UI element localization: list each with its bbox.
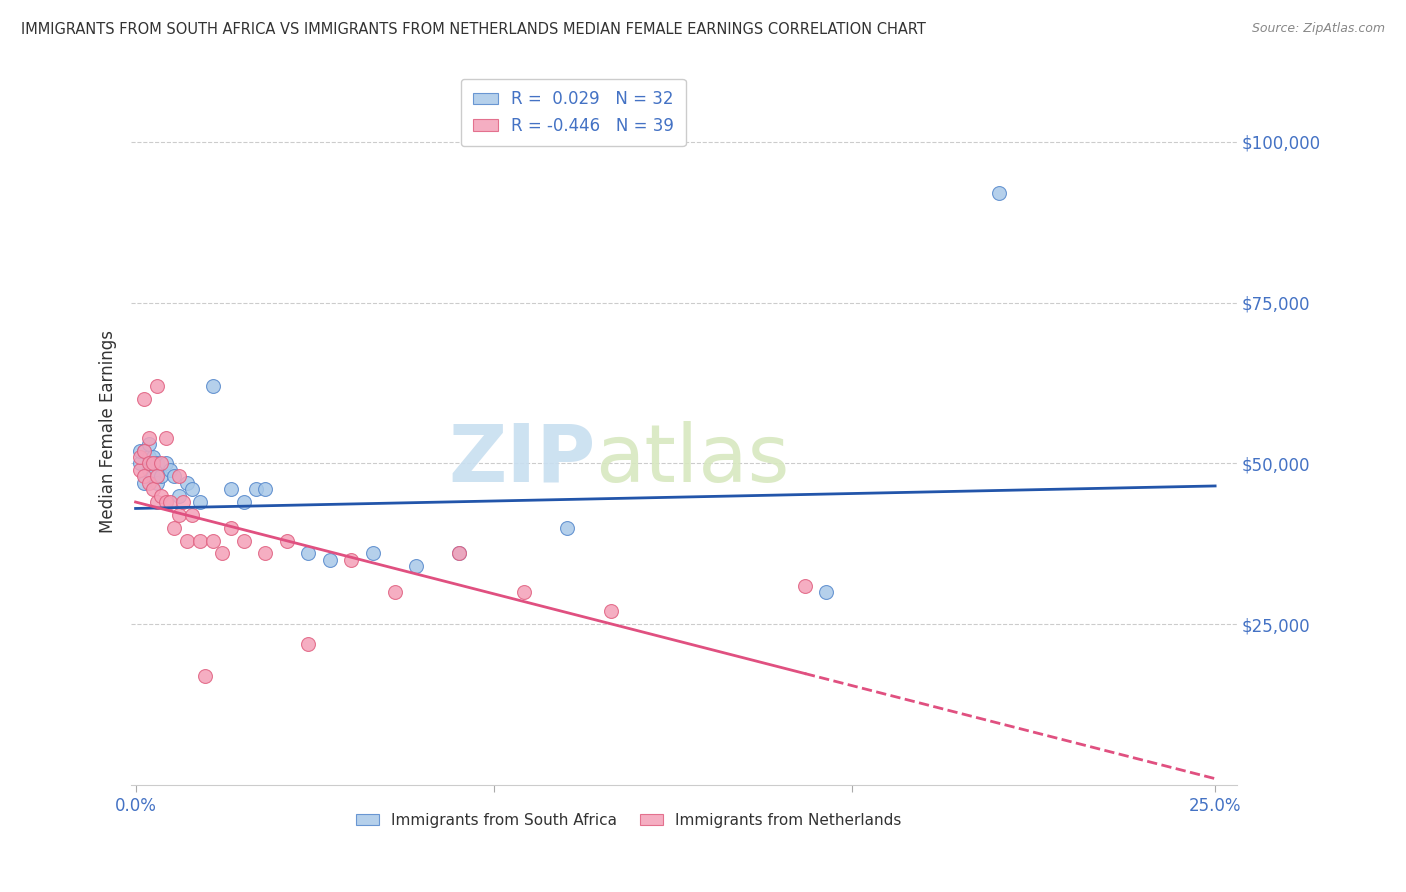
Text: atlas: atlas <box>596 420 790 499</box>
Point <box>254 547 277 561</box>
Point <box>194 669 217 683</box>
Point <box>405 559 427 574</box>
Point <box>155 457 177 471</box>
Point <box>297 547 319 561</box>
Point <box>155 495 177 509</box>
Point <box>219 521 242 535</box>
Point <box>155 431 177 445</box>
Point <box>146 457 169 471</box>
Point <box>988 186 1011 201</box>
Point <box>134 392 156 406</box>
Point <box>146 379 169 393</box>
Point <box>599 604 621 618</box>
Point <box>150 457 173 471</box>
Point <box>202 533 225 548</box>
Point <box>150 469 173 483</box>
Point <box>167 469 190 483</box>
Point <box>138 475 160 490</box>
Point <box>449 547 471 561</box>
Point <box>232 533 254 548</box>
Point <box>134 443 156 458</box>
Point <box>167 489 190 503</box>
Point <box>211 547 233 561</box>
Point <box>815 585 838 599</box>
Point <box>219 482 242 496</box>
Point <box>384 585 406 599</box>
Point <box>176 533 198 548</box>
Point <box>202 379 225 393</box>
Point <box>128 450 150 464</box>
Point <box>163 469 186 483</box>
Point <box>159 463 181 477</box>
Point <box>142 482 165 496</box>
Point <box>163 521 186 535</box>
Text: IMMIGRANTS FROM SOUTH AFRICA VS IMMIGRANTS FROM NETHERLANDS MEDIAN FEMALE EARNIN: IMMIGRANTS FROM SOUTH AFRICA VS IMMIGRAN… <box>21 22 927 37</box>
Point <box>176 475 198 490</box>
Text: ZIP: ZIP <box>449 420 596 499</box>
Point <box>172 495 194 509</box>
Point <box>340 553 363 567</box>
Text: Source: ZipAtlas.com: Source: ZipAtlas.com <box>1251 22 1385 36</box>
Point <box>449 547 471 561</box>
Point <box>188 495 211 509</box>
Point <box>159 495 181 509</box>
Point <box>138 457 160 471</box>
Point <box>146 475 169 490</box>
Point <box>150 489 173 503</box>
Point <box>513 585 536 599</box>
Point <box>188 533 211 548</box>
Point <box>134 443 156 458</box>
Point <box>146 495 169 509</box>
Point <box>245 482 267 496</box>
Y-axis label: Median Female Earnings: Median Female Earnings <box>100 330 117 533</box>
Point <box>319 553 342 567</box>
Point <box>128 457 150 471</box>
Point <box>128 443 150 458</box>
Point <box>142 450 165 464</box>
Point <box>167 508 190 522</box>
Point <box>138 463 160 477</box>
Point <box>142 457 165 471</box>
Point <box>793 579 815 593</box>
Point <box>276 533 298 548</box>
Point <box>138 437 160 451</box>
Point <box>146 469 169 483</box>
Point <box>254 482 277 496</box>
Point <box>134 469 156 483</box>
Point <box>138 431 160 445</box>
Point <box>180 482 202 496</box>
Point <box>557 521 579 535</box>
Point <box>180 508 202 522</box>
Legend: Immigrants from South Africa, Immigrants from Netherlands: Immigrants from South Africa, Immigrants… <box>350 807 908 834</box>
Point <box>142 469 165 483</box>
Point <box>232 495 254 509</box>
Point <box>128 463 150 477</box>
Point <box>134 475 156 490</box>
Point <box>297 636 319 650</box>
Point <box>361 547 384 561</box>
Point <box>138 450 160 464</box>
